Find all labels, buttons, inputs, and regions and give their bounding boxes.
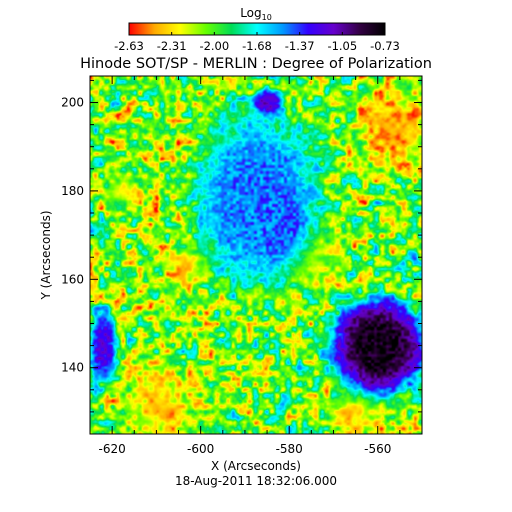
- colorbar-tick-label: -1.37: [285, 39, 315, 53]
- colorbar-tick-label: -1.05: [327, 39, 357, 53]
- colorbar-ticks: -2.63 -2.31 -2.00 -1.68 -1.37 -1.05 -0.73: [114, 32, 400, 53]
- chart-title: Hinode SOT/SP - MERLIN : Degree of Polar…: [80, 56, 432, 72]
- colorbar-tick-label: -0.73: [370, 39, 400, 53]
- colorbar-tick-label: -2.31: [157, 39, 187, 53]
- y-tick-label: 160: [61, 272, 84, 286]
- x-tick-label: -580: [276, 442, 303, 456]
- y-axis: 140 160 180 200: [61, 79, 422, 435]
- y-tick-label: 140: [61, 361, 84, 375]
- y-tick-label: 180: [61, 184, 84, 198]
- colorbar-tick-label: -2.63: [114, 39, 144, 53]
- heatmap-image: [90, 76, 422, 434]
- y-tick-label: 200: [61, 96, 84, 110]
- x-tick-label: -600: [187, 442, 214, 456]
- y-axis-label: Y (Arcseconds): [39, 210, 53, 300]
- plot-area: -620 -600 -580 -560 140 160 180 200: [61, 75, 423, 456]
- colorbar-tick-label: -2.00: [199, 39, 229, 53]
- timestamp: 18-Aug-2011 18:32:06.000: [175, 474, 337, 488]
- x-axis-label: X (Arcseconds): [211, 459, 301, 473]
- colorbar-title: Log10: [240, 6, 272, 22]
- plot-frame: [89, 75, 423, 435]
- colorbar-tick-label: -1.68: [242, 39, 272, 53]
- x-tick-label: -620: [99, 442, 126, 456]
- x-tick-label: -560: [364, 442, 391, 456]
- colorbar: Log10 -2.63 -2.31 -2.00 -1.68 -1.37 -1.05 -0.7…: [114, 6, 400, 53]
- x-axis: -620 -600 -580 -560: [89, 76, 423, 456]
